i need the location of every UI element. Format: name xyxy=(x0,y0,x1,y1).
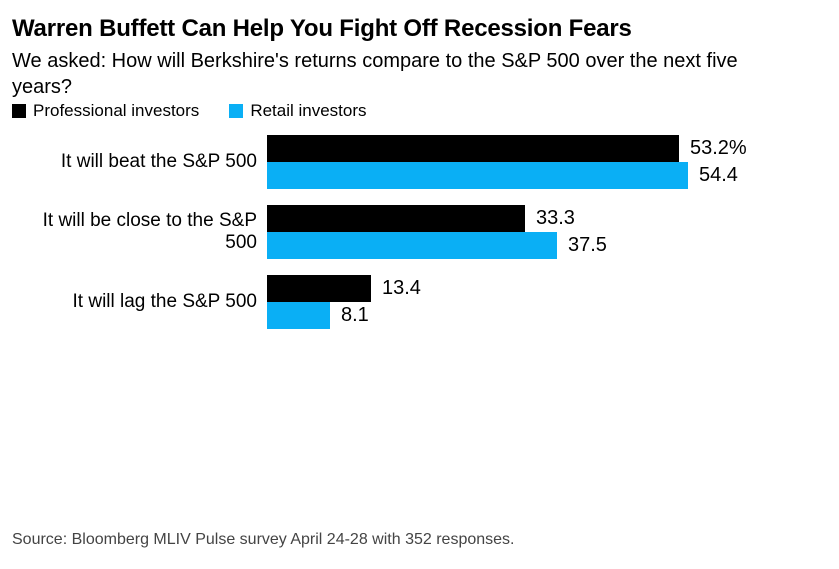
category-label: It will be close to the S&P 500 xyxy=(42,210,257,253)
bar-retail xyxy=(267,302,330,329)
bar-line: 13.4 xyxy=(267,275,421,302)
bar-line: 33.3 xyxy=(267,205,607,232)
bar-line: 8.1 xyxy=(267,302,421,329)
chart-title: Warren Buffett Can Help You Fight Off Re… xyxy=(12,15,632,42)
source-note: Source: Bloomberg MLIV Pulse survey Apri… xyxy=(12,531,515,548)
chart-row: It will be close to the S&P 500 33.3 37.5 xyxy=(12,205,839,259)
bar-professional xyxy=(267,275,371,302)
bar-professional xyxy=(267,135,679,162)
bar-pair: 13.4 8.1 xyxy=(267,275,421,329)
bar-line: 53.2% xyxy=(267,135,747,162)
legend-swatch-blue-icon xyxy=(229,103,244,118)
bar-retail xyxy=(267,162,688,189)
legend-item-retail: Retail investors xyxy=(229,100,367,121)
chart-row: It will beat the S&P 500 53.2% 54.4 xyxy=(12,135,839,189)
bar-pair: 33.3 37.5 xyxy=(267,205,607,259)
bar-retail xyxy=(267,232,557,259)
chart-legend: Professional investors Retail investors xyxy=(12,100,839,121)
bar-pair: 53.2% 54.4 xyxy=(267,135,747,189)
chart-subtitle: We asked: How will Berkshire's returns c… xyxy=(12,50,738,98)
legend-swatch-black-icon xyxy=(12,103,26,118)
legend-item-professional: Professional investors xyxy=(12,101,199,121)
value-label: 8.1 xyxy=(341,304,369,326)
bar-line: 37.5 xyxy=(267,232,607,259)
bar-chart: It will beat the S&P 500 53.2% 54.4 It will… xyxy=(12,135,839,329)
legend-label-professional: Professional investors xyxy=(33,100,200,120)
value-label: 13.4 xyxy=(382,277,421,299)
value-label: 33.3 xyxy=(536,207,575,229)
bar-line: 54.4 xyxy=(267,162,747,189)
category-label: It will beat the S&P 500 xyxy=(60,151,257,172)
bar-professional xyxy=(267,205,525,232)
value-label: 54.4 xyxy=(699,164,738,186)
legend-label-retail: Retail investors xyxy=(250,100,367,120)
category-label: It will lag the S&P 500 xyxy=(72,291,257,312)
chart-row: It will lag the S&P 500 13.4 8.1 xyxy=(12,275,839,329)
value-label: 53.2% xyxy=(690,137,747,159)
value-label: 37.5 xyxy=(568,234,607,256)
